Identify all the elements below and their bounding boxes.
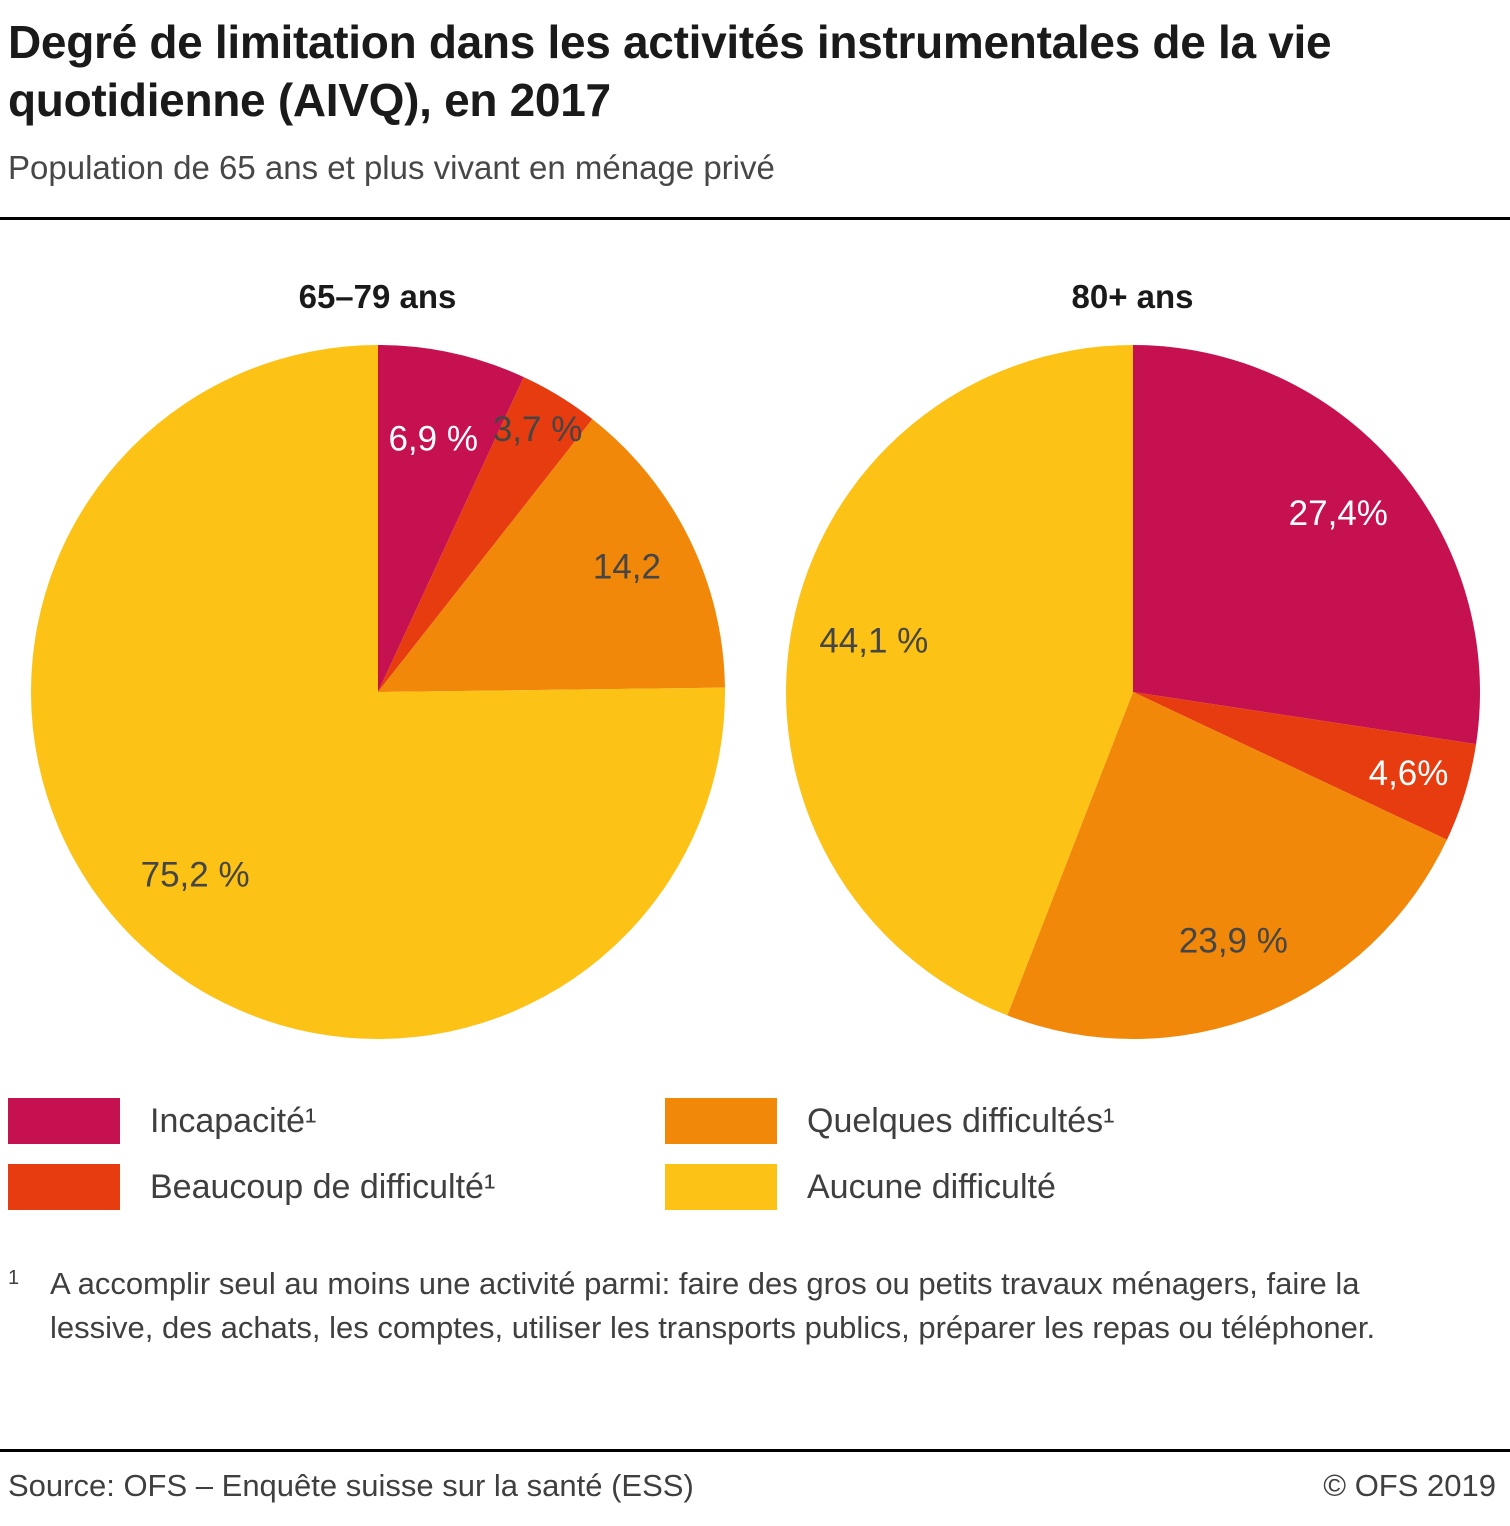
pie-slice-label-aucune-difficulte: 44,1 % [819,622,928,661]
pie-slice-label-incapacite: 6,9 % [388,419,478,458]
pie-slice-label-aucune-difficulte: 75,2 % [140,855,249,894]
pie-slice-beaucoup-de-difficulte [1132,692,1476,840]
legend-swatch-incapacite [8,1098,120,1144]
pie-chart-65-79-ans: 6,9 % 3,7 % 14,2 75,2 % [28,342,728,1042]
pie-slice-label-incapacite: 27,4% [1288,494,1387,533]
legend-swatch-aucune-difficulte [665,1164,777,1210]
pie-slice-label-beaucoup-de-difficulte: 3,7 % [492,410,582,449]
pie-slice-incapacite [1132,345,1480,745]
legend-item-aucune-difficulte: Aucune difficulté [665,1164,1114,1210]
footer-source: Source: OFS – Enquête suisse sur la sant… [8,1468,694,1503]
legend-item-quelques-difficultes: Quelques difficultés¹ [665,1098,1114,1144]
chart-title-80-plus-ans: 80+ ans [1071,278,1194,315]
pie-slice-aucune-difficulte [30,345,725,1039]
page-subtitle: Population de 65 ans et plus vivant en m… [8,149,775,186]
legend-label-aucune-difficulte: Aucune difficulté [807,1167,1056,1206]
chart-title-65-79-ans: 65–79 ans [298,278,457,315]
legend-label-quelques-difficultes: Quelques difficultés¹ [807,1101,1115,1140]
pie-svg: 6,9 % 3,7 % 14,2 75,2 % [30,345,725,1039]
pie-slice-aucune-difficulte [785,345,1133,1016]
charts-row: 65–79 ans 6,9 % 3,7 % 14,2 75,2 % 80+ ans 2… [0,278,1510,1042]
footer: Source: OFS – Enquête suisse sur la sant… [0,1449,1510,1526]
legend-swatch-quelques-difficultes [665,1098,777,1144]
page-title: Degré de limitation dans les activités i… [8,16,1332,126]
top-divider [0,217,1510,220]
legend-column-2: Quelques difficultés¹ Aucune difficulté [665,1098,1114,1210]
legend-label-beaucoup-de-difficulte: Beaucoup de difficulté¹ [150,1167,496,1206]
pie-svg: 27,4% 4,6% 23,9 % 44,1 % [785,345,1480,1040]
legend-swatch-beaucoup-de-difficulte [8,1164,120,1210]
chart-column-65-79-ans: 65–79 ans 6,9 % 3,7 % 14,2 75,2 % [0,278,755,1042]
pie-slice-quelques-difficultes [1006,692,1447,1040]
footnote: 1 A accomplir seul au moins une activité… [0,1262,1510,1350]
pie-chart-80-plus-ans: 27,4% 4,6% 23,9 % 44,1 % [783,342,1483,1042]
header: Degré de limitation dans les activités i… [0,0,1510,187]
pie-slice-label-quelques-difficultes: 14,2 [592,547,660,586]
legend: Incapacité¹ Beaucoup de difficulté¹ Quel… [0,1098,1510,1210]
footnote-text: A accomplir seul au moins une activité p… [50,1266,1376,1346]
footer-copyright: © OFS 2019 [1323,1468,1496,1503]
pie-slice-label-quelques-difficultes: 23,9 % [1178,922,1287,961]
pie-slice-incapacite [377,345,524,692]
legend-label-incapacite: Incapacité¹ [150,1101,317,1140]
pie-slice-quelques-difficultes [377,419,725,692]
pie-slice-label-beaucoup-de-difficulte: 4,6% [1368,754,1448,793]
chart-column-80-plus-ans: 80+ ans 27,4% 4,6% 23,9 % 44,1 % [755,278,1510,1042]
footnote-marker: 1 [8,1267,20,1289]
pie-slice-beaucoup-de-difficulte [377,377,592,692]
legend-column-1: Incapacité¹ Beaucoup de difficulté¹ [8,1098,665,1210]
legend-item-incapacite: Incapacité¹ [8,1098,665,1144]
legend-item-beaucoup-de-difficulte: Beaucoup de difficulté¹ [8,1164,665,1210]
